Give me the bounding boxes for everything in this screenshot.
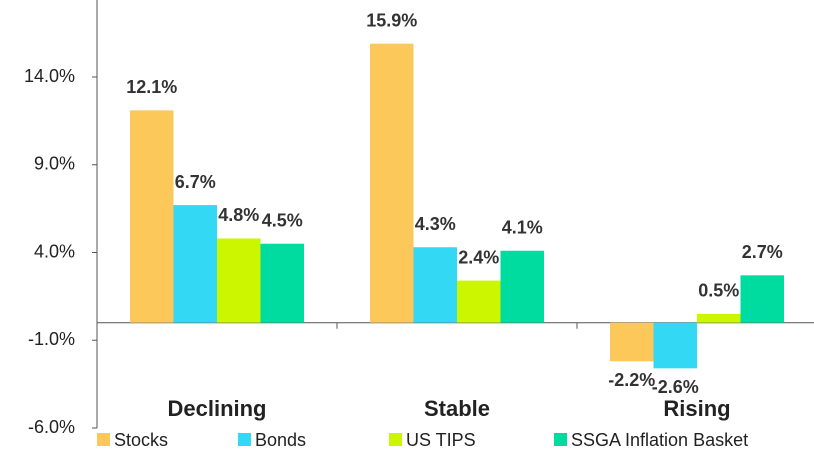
legend-swatch <box>554 433 567 446</box>
data-label: 4.5% <box>262 210 303 230</box>
x-tick-label: Rising <box>663 396 730 421</box>
legend-label: US TIPS <box>406 430 476 450</box>
y-tick-label: 14.0% <box>24 66 75 86</box>
bar <box>740 275 784 323</box>
y-tick-label: 4.0% <box>34 241 75 261</box>
data-label: 4.8% <box>218 205 259 225</box>
data-label: 4.3% <box>415 214 456 234</box>
bar <box>370 43 414 323</box>
legend-swatch <box>389 433 402 446</box>
data-label: 15.9% <box>366 10 417 30</box>
y-tick-label: 9.0% <box>34 154 75 174</box>
bar <box>457 280 501 323</box>
data-label: -2.2% <box>608 370 655 390</box>
y-tick-label: -6.0% <box>28 417 75 437</box>
bar <box>697 313 741 323</box>
bar <box>260 243 304 323</box>
bar <box>413 247 457 323</box>
data-label: 4.1% <box>502 217 543 237</box>
legend-swatch <box>238 433 251 446</box>
x-tick-label: Declining <box>167 396 266 421</box>
bar <box>610 322 654 362</box>
bar <box>130 110 174 323</box>
data-label: 12.1% <box>126 77 177 97</box>
data-label: 2.4% <box>458 247 499 267</box>
legend-label: Bonds <box>255 430 306 450</box>
bar <box>173 205 217 323</box>
legend-label: SSGA Inflation Basket <box>571 430 748 450</box>
legend-swatch <box>97 433 110 446</box>
x-tick-label: Stable <box>424 396 490 421</box>
data-label: 6.7% <box>175 172 216 192</box>
bar <box>217 238 261 323</box>
data-label: -2.6% <box>652 377 699 397</box>
legend-label: Stocks <box>114 430 168 450</box>
y-tick-label: -1.0% <box>28 329 75 349</box>
bar <box>653 322 697 369</box>
bar <box>500 250 544 323</box>
data-label: 2.7% <box>742 242 783 262</box>
data-label: 0.5% <box>698 281 739 301</box>
